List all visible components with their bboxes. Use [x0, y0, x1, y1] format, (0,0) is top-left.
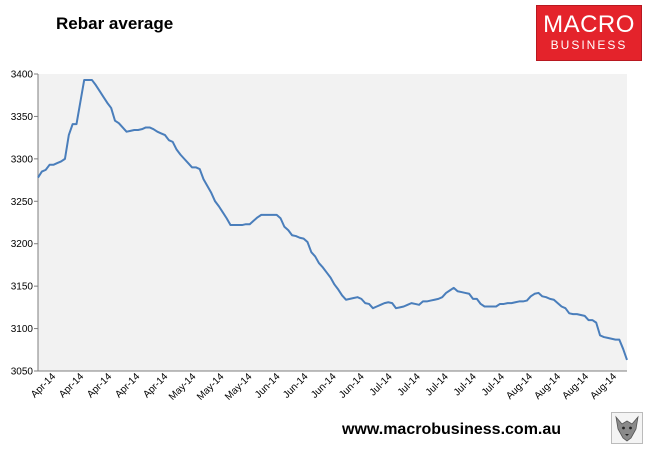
logo-line2: BUSINESS — [550, 38, 628, 52]
x-axis-ticks: Apr-14 Apr-14 Apr-14 Apr-14 Apr-14May-14May-… — [29, 371, 619, 403]
chart-title: Rebar average — [56, 14, 174, 33]
x-tick-label: Apr-14 — [57, 371, 86, 400]
x-tick-label: Apr-14 — [85, 371, 114, 400]
x-tick-label: Jul-14 — [424, 371, 451, 398]
plot-area — [38, 74, 627, 371]
x-tick-label: Aug-14 — [560, 371, 591, 402]
y-tick-label: 3250 — [11, 197, 34, 208]
y-tick-label: 3400 — [11, 70, 34, 81]
y-tick-label: 3300 — [11, 154, 34, 165]
x-tick-label: Apr-14 — [29, 371, 58, 400]
x-tick-label: Jul-14 — [452, 371, 479, 398]
x-tick-label: Apr-14 — [141, 371, 170, 400]
x-tick-label: May-14 — [223, 371, 255, 403]
wolf-icon — [611, 412, 643, 444]
y-axis-ticks: 3050 3100 3150 3200 3250 3300 3350 3400 — [11, 70, 38, 378]
y-tick-label: 3200 — [11, 239, 34, 250]
x-tick-label: Aug-14 — [532, 371, 563, 402]
y-tick-label: 3050 — [11, 367, 34, 378]
source-url: www.macrobusiness.com.au — [342, 421, 562, 438]
x-tick-label: Jun-14 — [309, 371, 339, 401]
x-tick-label: May-14 — [167, 371, 199, 403]
logo-line1: MACRO — [543, 11, 635, 38]
x-tick-label: Jul-14 — [480, 371, 507, 398]
y-tick-label: 3150 — [11, 282, 34, 293]
x-tick-label: Jul-14 — [396, 371, 423, 398]
x-tick-label: Aug-14 — [504, 371, 535, 402]
macrobusiness-logo: MACRO BUSINESS — [536, 5, 642, 61]
y-tick-label: 3350 — [11, 112, 34, 123]
x-tick-label: Apr-14 — [113, 371, 142, 400]
x-tick-label: Aug-14 — [589, 371, 620, 402]
rebar-series-line — [37, 78, 628, 361]
x-tick-label: Jun-14 — [281, 371, 311, 401]
x-tick-label: Jun-14 — [253, 371, 283, 401]
y-tick-label: 3100 — [11, 324, 34, 335]
x-tick-label: Jul-14 — [368, 371, 395, 398]
x-tick-label: Jun-14 — [337, 371, 367, 401]
x-tick-label: May-14 — [195, 371, 227, 403]
